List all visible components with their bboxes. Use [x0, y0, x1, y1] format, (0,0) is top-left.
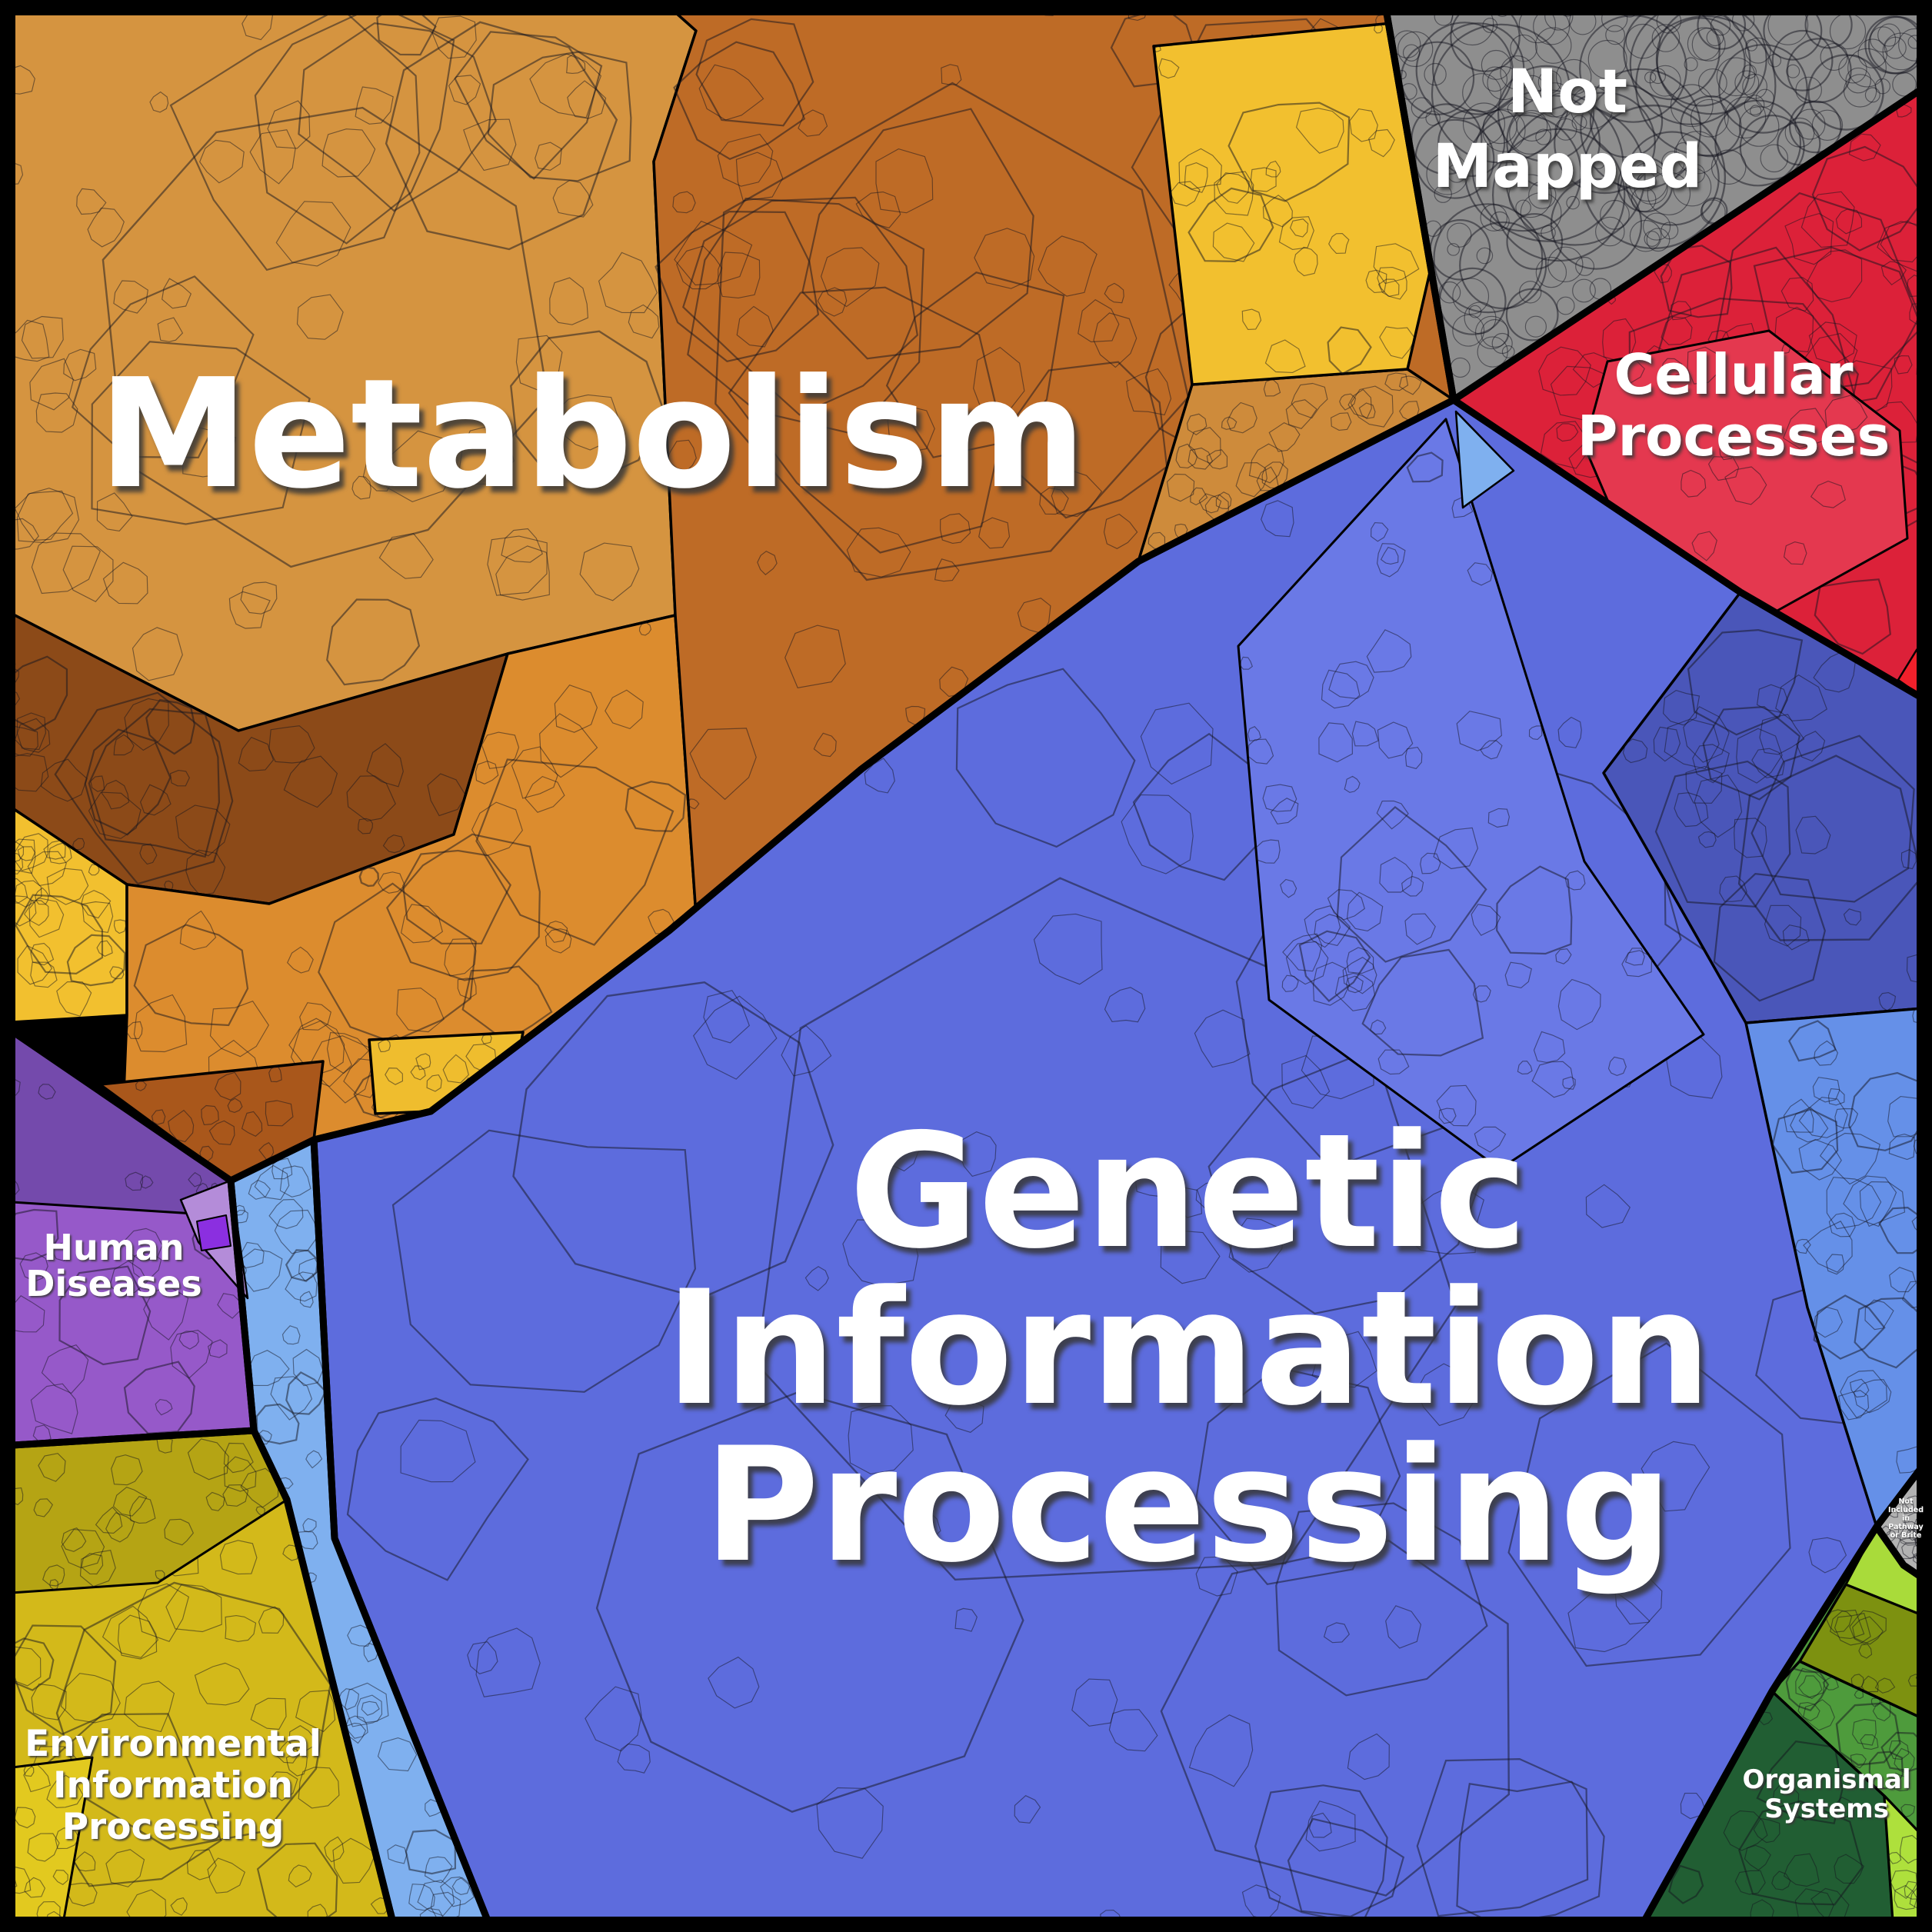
region-label-not-included-in-pathway-or-brite-line-3: in: [1902, 1514, 1910, 1523]
region-label-environmental-information-processing-line-1: Environmental: [25, 1723, 321, 1765]
texture-organismal-mid-green: [1785, 1667, 1932, 1826]
region-label-not-mapped-line-2: Mapped: [1433, 132, 1703, 202]
region-label-not-included-in-pathway-or-brite-line-1: Not: [1898, 1497, 1913, 1506]
cell-eip-bright-sw: [0, 1756, 94, 1932]
cell-human-diseases-violet-cell: [196, 1214, 232, 1251]
texture-metabolism-sliver-s: [135, 1064, 294, 1162]
texture-cellular-processes-light-cell: [1621, 344, 1868, 565]
region-label-genetic-information-processing-line-3: Processing: [704, 1414, 1673, 1597]
region-label-metabolism-line-1: Metabolism: [98, 347, 1086, 522]
texture-metabolism-gold-w: [0, 833, 127, 1017]
region-label-genetic-information-processing-line-1: Genetic: [849, 1101, 1527, 1284]
cell-metabolism-gold-ne: [1152, 22, 1432, 386]
texture-gip-medium-patch: [1240, 451, 1653, 1153]
region-label-environmental-information-processing-line-2: Information: [53, 1764, 293, 1807]
texture-organismal-dark-green: [1668, 1711, 1865, 1929]
region-label-genetic-information-processing-line-2: Information: [665, 1257, 1711, 1441]
cell-gip-sky-sliver: [1454, 410, 1515, 509]
region-label-human-diseases-line-2: Diseases: [25, 1263, 202, 1304]
region-label-environmental-information-processing-line-3: Processing: [62, 1806, 285, 1848]
region-outline-not-included-in-pathway-or-brite: [1873, 1450, 1932, 1588]
texture-metabolism-dark-brown-w: [0, 654, 467, 896]
region-label-organismal-systems-line-1: Organismal: [1742, 1764, 1910, 1795]
region-label-not-included-in-pathway-or-brite-line-5: or Brite: [1890, 1531, 1922, 1540]
texture-metabolism-gold-ne: [1154, 23, 1420, 375]
region-label-cellular-processes-line-2: Processes: [1577, 404, 1890, 468]
texture-human-diseases-area: [1, 1079, 242, 1443]
region-label-not-included-in-pathway-or-brite-line-4: Pathway: [1888, 1523, 1924, 1531]
texture-metabolism-orange-ne: [1148, 372, 1422, 551]
texture-metabolism-light-nw: [0, 4, 660, 686]
region-outline-genetic-information-processing: [310, 396, 1932, 1932]
region-label-not-mapped-line-1: Not: [1507, 58, 1627, 127]
region-label-human-diseases-line-1: Human: [44, 1227, 185, 1268]
texture-gip-sky-strip: [233, 1158, 475, 1931]
region-outline-not-mapped: [1381, 0, 1932, 404]
region-outline-environmental-information-processing: [0, 1427, 399, 1932]
region-label-cellular-processes-line-1: Cellular: [1614, 342, 1854, 407]
texture-gip-indigo-e: [1622, 628, 1930, 1011]
region-label-organismal-systems-line-2: Systems: [1764, 1794, 1889, 1824]
region-label-not-included-in-pathway-or-brite-line-2: Included: [1888, 1506, 1924, 1514]
labels-layer: MetabolismGeneticInformationProcessingNo…: [25, 58, 1924, 1848]
